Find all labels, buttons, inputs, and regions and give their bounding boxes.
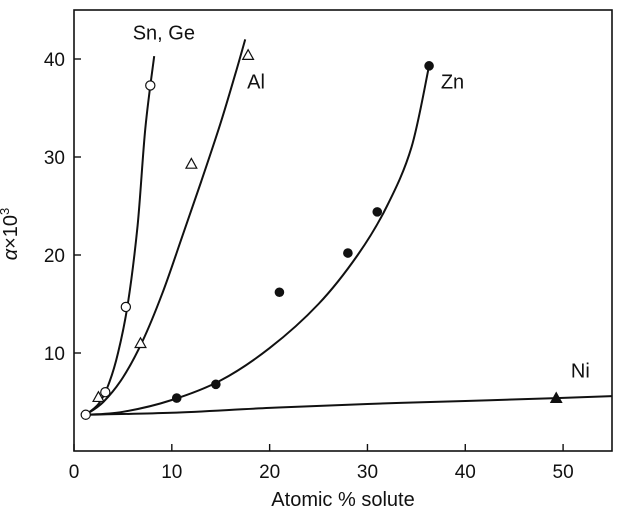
plot-frame [73, 9, 613, 452]
point-sn-ge [100, 387, 111, 398]
curve-sn-ge [85, 55, 156, 416]
x-tick-label: 40 [455, 462, 476, 483]
point-al [134, 336, 147, 349]
y-axis-label-symbol: α [0, 248, 22, 260]
x-tick-label: 10 [161, 462, 182, 483]
series-label-sn-ge: Sn, Ge [133, 22, 195, 44]
y-tick-label: 40 [44, 50, 65, 71]
point-al [184, 157, 198, 169]
series-label-zn: Zn [441, 71, 464, 93]
y-axis-label: α×103 [0, 208, 22, 261]
series-labels: Sn, Ge Al Zn Ni [133, 22, 590, 382]
x-tick-label: 30 [357, 462, 378, 483]
y-tick-label: 20 [44, 246, 65, 267]
x-tick-label: 50 [553, 462, 574, 483]
series-label-ni: Ni [571, 361, 590, 383]
x-tick-label: 0 [69, 462, 80, 483]
point-zn [424, 61, 434, 71]
curves [85, 39, 613, 416]
point-sn-ge [145, 80, 156, 91]
point-al [92, 390, 105, 403]
curve-zn [85, 65, 431, 416]
x-axis-label: Atomic % solute [271, 489, 414, 511]
y-axis-label-text: ×10 [0, 215, 22, 249]
point-ni [549, 391, 563, 403]
y-tick-label: 10 [44, 344, 65, 365]
curve-al [85, 39, 247, 416]
point-zn [171, 393, 182, 403]
point-zn [343, 248, 353, 258]
curve-ni [85, 395, 613, 416]
y-axis-label-exponent: 3 [0, 208, 12, 215]
data-points [80, 48, 563, 420]
point-common-origin [80, 409, 91, 420]
x-tick-label: 20 [259, 462, 280, 483]
y-tick-label: 30 [44, 148, 65, 169]
point-zn [211, 379, 221, 390]
point-sn-ge [120, 301, 132, 313]
point-al [241, 48, 255, 61]
series-label-al: Al [247, 71, 265, 93]
point-zn [274, 287, 285, 298]
axis-ticks: 0 10 20 30 40 50 10 20 30 40 [44, 50, 574, 483]
point-zn [372, 207, 383, 217]
